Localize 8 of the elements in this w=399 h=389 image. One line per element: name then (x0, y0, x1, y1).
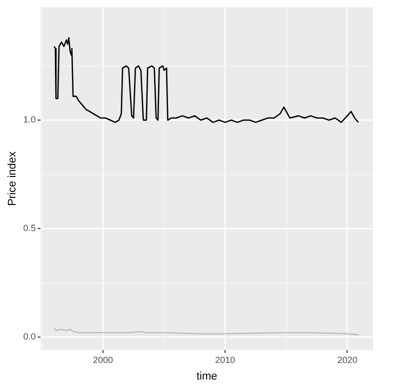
y-tick-label: 0.5 (23, 223, 36, 234)
x-tick-label: 2000 (93, 354, 114, 365)
y-tick-label: 1.0 (23, 114, 36, 125)
x-tick-label: 2020 (337, 354, 358, 365)
y-axis-title: Price index (6, 150, 19, 206)
y-tick-label: 0.0 (23, 331, 36, 342)
x-tick-label: 2010 (215, 354, 236, 365)
x-axis-title: time (196, 370, 218, 382)
